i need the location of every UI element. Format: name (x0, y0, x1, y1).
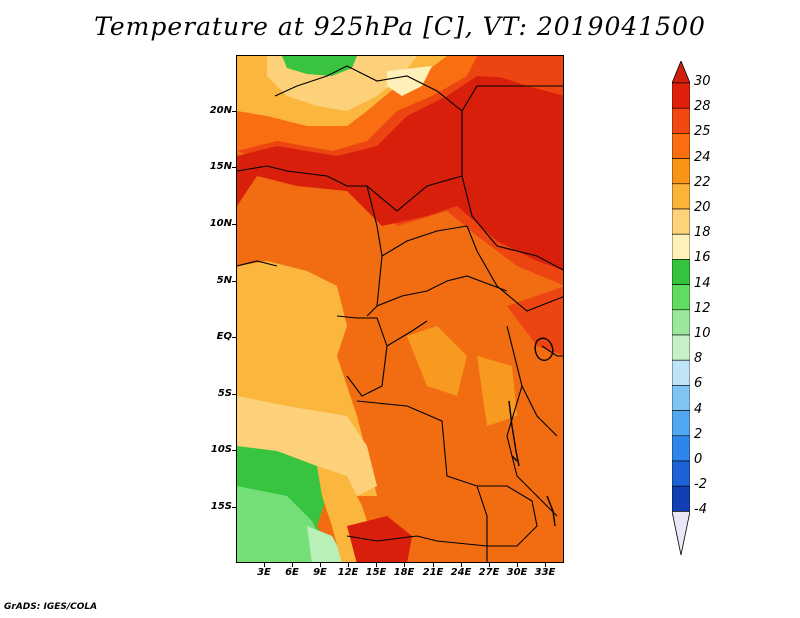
lon-label: 27E (478, 567, 500, 578)
north-green-patch (282, 56, 357, 76)
south-atlantic-pale (237, 396, 377, 496)
colorbar-label: 0 (694, 452, 703, 467)
colorbar-box (671, 158, 691, 185)
lon-tick (433, 563, 434, 567)
lon-label: 21E (422, 567, 444, 578)
colorbar-label: 12 (694, 300, 711, 316)
colorbar-label: 14 (694, 275, 711, 291)
lon-tick (545, 563, 546, 567)
colorbar-label: 2 (694, 426, 703, 442)
credit-text: GrADS: IGES/COLA (4, 602, 98, 612)
colorbar-bottom-arrow (671, 511, 691, 556)
colorbar-box (671, 485, 691, 512)
colorbar-label: 22 (694, 174, 711, 190)
lon-tick (517, 563, 518, 567)
lat-label: 20N (209, 105, 232, 116)
colorbar-box (671, 183, 691, 210)
lon-tick (292, 563, 293, 567)
lon-label: 6E (285, 567, 299, 578)
colorbar-label: 30 (694, 74, 711, 89)
colorbar-label: 16 (694, 250, 711, 266)
east-hot-spot (507, 286, 563, 356)
lat-tick (232, 394, 236, 395)
lat-label: 10S (210, 444, 232, 455)
lat-label: 5N (216, 275, 232, 286)
colorbar-box (671, 359, 691, 386)
colorbar-label: 10 (694, 326, 711, 341)
central-light-orange (407, 326, 467, 396)
lon-tick (348, 563, 349, 567)
lon-label: 9E (313, 567, 327, 578)
central-east-light-orange (477, 356, 517, 426)
colorbar-label: 4 (694, 401, 703, 417)
lat-tick (232, 507, 236, 508)
country-borders (237, 65, 563, 562)
colorbar-label: 25 (694, 124, 711, 140)
colorbar-box (671, 208, 691, 235)
colorbar-label: 18 (694, 225, 711, 241)
colorbar-box (671, 385, 691, 411)
lat-label: 10N (209, 218, 232, 229)
lon-label: 18E (393, 567, 415, 578)
lakes (508, 337, 556, 527)
lon-label: 3E (257, 567, 271, 578)
colorbar-label: 20 (694, 200, 711, 215)
lon-label: 12E (337, 567, 359, 578)
lat-tick (232, 111, 236, 112)
lon-label: 24E (450, 567, 472, 578)
lon-tick (404, 563, 405, 567)
lat-tick (232, 450, 236, 451)
sahel-hot-zone (237, 76, 563, 271)
colorbar-box (671, 133, 691, 159)
colorbar-label: -2 (694, 477, 707, 493)
map-title: Temperature at 925hPa [C], VT: 201904150… (94, 12, 706, 41)
colorbar (671, 59, 691, 556)
north-cream-patch (387, 66, 432, 96)
southwest-pale-green (307, 526, 346, 562)
colorbar-box (671, 460, 691, 487)
lat-tick (232, 224, 236, 225)
colorbar-label: -4 (694, 502, 707, 518)
colorbar-box (671, 309, 691, 336)
colorbar-label: 28 (694, 99, 711, 115)
lat-tick (232, 337, 236, 338)
colorbar-box (671, 107, 691, 134)
lon-tick (489, 563, 490, 567)
lon-label: 33E (534, 567, 556, 578)
lon-tick (264, 563, 265, 567)
lon-label: 30E (506, 567, 528, 578)
colorbar-box (671, 233, 691, 260)
lon-tick (461, 563, 462, 567)
colorbar-top-arrow (671, 59, 691, 84)
lat-tick (232, 167, 236, 168)
lat-label: 5S (217, 388, 232, 399)
lat-label: 15S (210, 501, 232, 512)
south-hot-spot (347, 516, 412, 562)
colorbar-box (671, 82, 691, 109)
colorbar-box (671, 334, 691, 361)
colorbar-box (671, 284, 691, 311)
colorbar-box (671, 410, 691, 437)
lat-label: 15N (209, 161, 232, 172)
temperature-map (236, 55, 564, 563)
lon-tick (376, 563, 377, 567)
lat-label: EQ (216, 331, 232, 342)
colorbar-label: 24 (694, 149, 711, 165)
colorbar-box (671, 435, 691, 462)
lat-tick (232, 281, 236, 282)
southwest-light-green (237, 486, 332, 562)
colorbar-label: 6 (694, 376, 703, 392)
lon-tick (320, 563, 321, 567)
colorbar-label: 8 (694, 351, 703, 367)
lon-label: 15E (365, 567, 387, 578)
colorbar-box (671, 259, 691, 285)
